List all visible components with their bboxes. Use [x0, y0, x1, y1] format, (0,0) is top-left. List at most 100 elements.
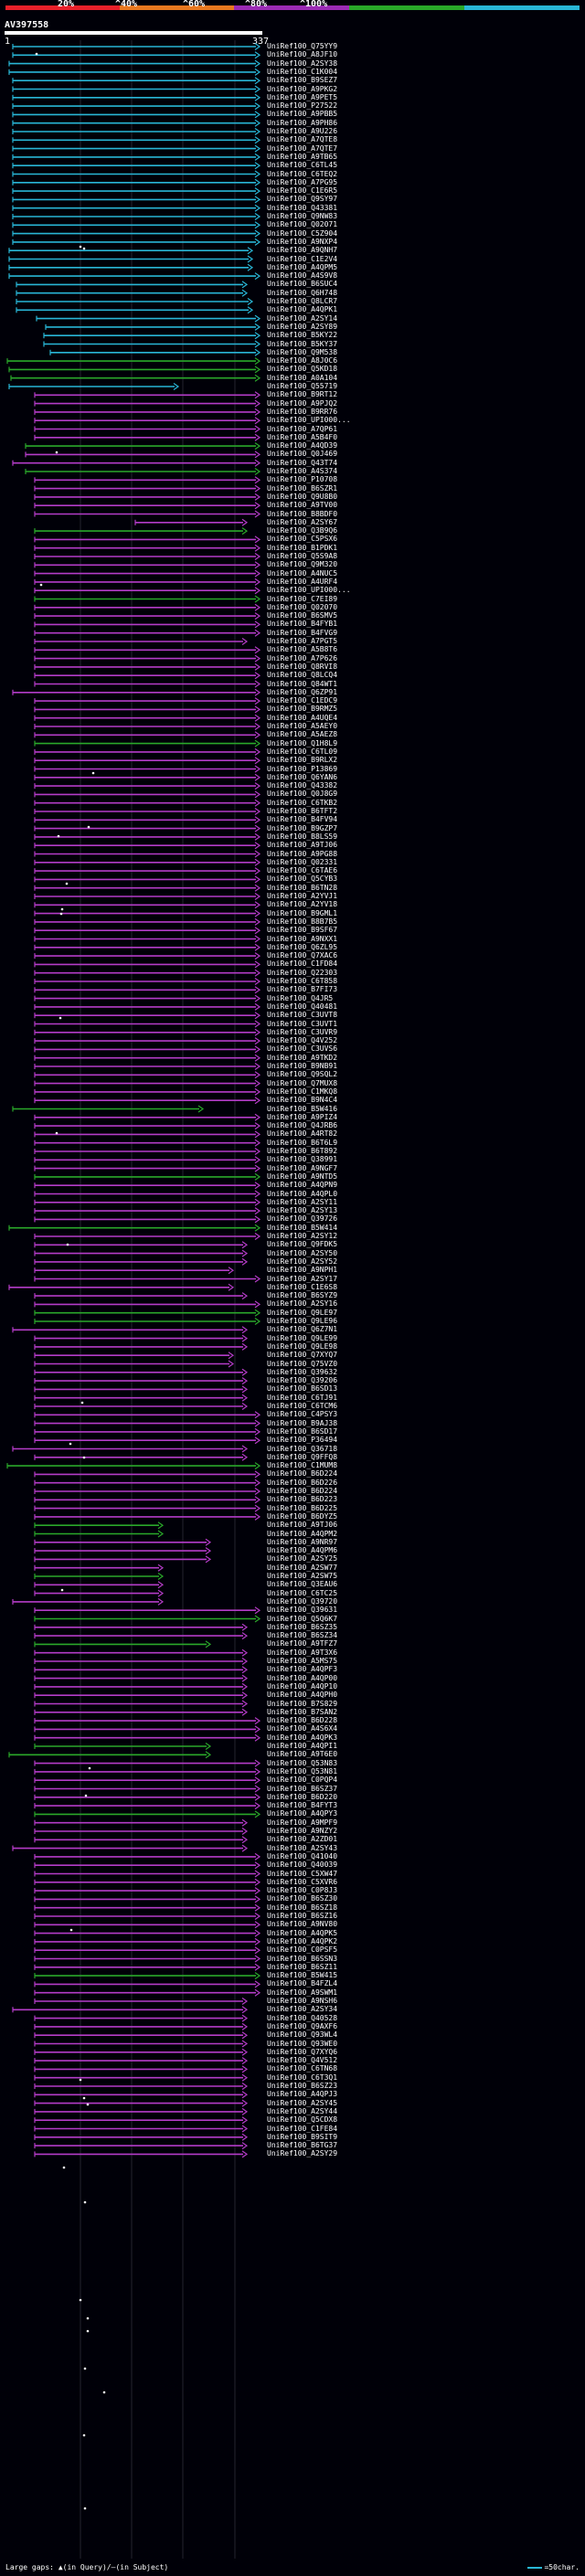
- hit-label[interactable]: UniRef100_C1FE84: [267, 2124, 338, 2133]
- hit-label[interactable]: UniRef100_B6TN28: [267, 883, 338, 892]
- hit-label[interactable]: UniRef100_A2SY52: [267, 1256, 338, 1266]
- hit-label[interactable]: UniRef100_Q6ZP91: [267, 687, 338, 696]
- hit-label[interactable]: UniRef100_B9GZP7: [267, 823, 338, 832]
- hit-label[interactable]: UniRef100_Q6Z7N1: [267, 1325, 338, 1334]
- hit-label[interactable]: UniRef100_A2SY38: [267, 58, 338, 68]
- hit-label[interactable]: UniRef100_P13869: [267, 764, 338, 773]
- hit-label[interactable]: UniRef100_Q38991: [267, 1155, 338, 1164]
- hit-label[interactable]: UniRef100_A2SY29: [267, 2149, 338, 2158]
- hit-label[interactable]: UniRef100_A9NPH1: [267, 1266, 338, 1275]
- hit-label[interactable]: UniRef100_B6D224: [267, 1487, 338, 1495]
- hit-label[interactable]: UniRef100_A2SY43: [267, 1843, 338, 1852]
- hit-label[interactable]: UniRef100_C3UVT8: [267, 1011, 338, 1020]
- hit-label[interactable]: UniRef100_Q9NW83: [267, 212, 338, 220]
- hit-label[interactable]: UniRef100_Q39720: [267, 1596, 338, 1606]
- hit-label[interactable]: UniRef100_C3UVT1: [267, 1019, 338, 1028]
- hit-label[interactable]: UniRef100_C6TAE6: [267, 866, 338, 875]
- hit-label[interactable]: UniRef100_B9RR76: [267, 407, 338, 416]
- hit-label[interactable]: UniRef100_A9TB65: [267, 152, 338, 161]
- hit-label[interactable]: UniRef100_A9NXX1: [267, 934, 338, 943]
- hit-label[interactable]: UniRef100_A2SY45: [267, 2098, 338, 2107]
- hit-label[interactable]: UniRef100_A2SW77: [267, 1563, 338, 1572]
- hit-label[interactable]: UniRef100_Q39631: [267, 1606, 338, 1615]
- hit-label[interactable]: UniRef100_A2SY12: [267, 1232, 338, 1240]
- hit-label[interactable]: UniRef100_B6TFT2: [267, 807, 338, 815]
- hit-label[interactable]: UniRef100_A4QPM5: [267, 262, 338, 271]
- hit-label[interactable]: UniRef100_Q9LE99: [267, 1333, 338, 1342]
- hit-label[interactable]: UniRef100_Q5S9A8: [267, 552, 338, 560]
- hit-label[interactable]: UniRef100_A5B8T6: [267, 645, 338, 654]
- hit-label[interactable]: UniRef100_C6TJ91: [267, 1393, 338, 1402]
- hit-label[interactable]: UniRef100_B9RT12: [267, 390, 338, 399]
- hit-label[interactable]: UniRef100_Q0J469: [267, 450, 338, 459]
- hit-label[interactable]: UniRef100_B6T6L9: [267, 1138, 338, 1147]
- hit-label[interactable]: UniRef100_A2SY16: [267, 1299, 338, 1309]
- hit-label[interactable]: UniRef100_A2SY50: [267, 1248, 338, 1257]
- hit-label[interactable]: UniRef100_Q7MUX8: [267, 1078, 338, 1087]
- hit-label[interactable]: UniRef100_Q9SY97: [267, 195, 338, 204]
- hit-label[interactable]: UniRef100_C6TN68: [267, 2064, 338, 2073]
- hit-label[interactable]: UniRef100_B6D226: [267, 1478, 338, 1487]
- hit-label[interactable]: UniRef100_A5AEZ8: [267, 730, 338, 739]
- hit-label[interactable]: UniRef100_Q9LE98: [267, 1341, 338, 1351]
- hit-label[interactable]: UniRef100_C6TL45: [267, 161, 338, 170]
- hit-label[interactable]: UniRef100_A4RT82: [267, 1129, 338, 1139]
- hit-label[interactable]: UniRef100_Q40039: [267, 1860, 338, 1870]
- hit-label[interactable]: UniRef100_B4FVG9: [267, 628, 338, 637]
- hit-label[interactable]: UniRef100_P36494: [267, 1436, 338, 1445]
- hit-label[interactable]: UniRef100_A2SW75: [267, 1572, 338, 1580]
- hit-label[interactable]: UniRef100_A9TKD2: [267, 1053, 338, 1062]
- hit-label[interactable]: UniRef100_A9PIZ4: [267, 1112, 338, 1121]
- hit-label[interactable]: UniRef100_C1K004: [267, 67, 338, 76]
- hit-label[interactable]: UniRef100_C0PSF5: [267, 1945, 338, 1955]
- hit-label[interactable]: UniRef100_A9PKG2: [267, 84, 338, 93]
- hit-label[interactable]: UniRef100_B6SD13: [267, 1384, 338, 1394]
- hit-label[interactable]: UniRef100_A9NXP4: [267, 237, 338, 246]
- hit-label[interactable]: UniRef100_Q3B9Q6: [267, 526, 338, 535]
- hit-label[interactable]: UniRef100_C7EI89: [267, 594, 338, 603]
- hit-label[interactable]: UniRef100_C1E6R5: [267, 186, 338, 196]
- hit-label[interactable]: UniRef100_A9NTD5: [267, 1171, 338, 1181]
- hit-label[interactable]: UniRef100_Q8LCR7: [267, 297, 338, 305]
- hit-label[interactable]: UniRef100_Q6H748: [267, 288, 338, 297]
- hit-label[interactable]: UniRef100_B8B7B5: [267, 917, 338, 926]
- hit-label[interactable]: UniRef100_A4S6X4: [267, 1724, 338, 1733]
- hit-label[interactable]: UniRef100_A4URF4: [267, 577, 338, 586]
- hit-label[interactable]: UniRef100_Q39632: [267, 1367, 338, 1376]
- hit-label[interactable]: UniRef100_B9SIT9: [267, 2132, 338, 2141]
- hit-label[interactable]: UniRef100_A0A104: [267, 373, 338, 382]
- hit-label[interactable]: UniRef100_A9MPF9: [267, 1818, 338, 1827]
- hit-label[interactable]: UniRef100_B6SZ35: [267, 1622, 338, 1631]
- hit-label[interactable]: UniRef100_P10708: [267, 475, 338, 484]
- hit-label[interactable]: UniRef100_A2YVJ1: [267, 892, 338, 900]
- hit-label[interactable]: UniRef100_C5PSX6: [267, 535, 338, 544]
- hit-label[interactable]: UniRef100_B4FZL4: [267, 1979, 338, 1988]
- hit-label[interactable]: UniRef100_Q55719: [267, 382, 338, 390]
- hit-label[interactable]: UniRef100_C3UVR9: [267, 1027, 338, 1036]
- hit-label[interactable]: UniRef100_Q4V252: [267, 1036, 338, 1045]
- hit-label[interactable]: UniRef100_B9RLX2: [267, 756, 338, 765]
- hit-label[interactable]: UniRef100_Q7XYQ7: [267, 1351, 338, 1360]
- hit-label[interactable]: UniRef100_Q9AXF6: [267, 2021, 338, 2030]
- hit-label[interactable]: UniRef100_B9N4C4: [267, 1096, 338, 1105]
- hit-label[interactable]: UniRef100_B5W414: [267, 1223, 338, 1232]
- hit-label[interactable]: UniRef100_B9GML1: [267, 908, 338, 917]
- hit-label[interactable]: UniRef100_Q84WT1: [267, 679, 338, 688]
- hit-label[interactable]: UniRef100_Q53N83: [267, 1758, 338, 1767]
- hit-label[interactable]: UniRef100_Q9M320: [267, 560, 338, 569]
- hit-label[interactable]: UniRef100_A4QPL0: [267, 1189, 338, 1198]
- hit-label[interactable]: UniRef100_B5KY22: [267, 331, 338, 340]
- hit-label[interactable]: UniRef100_A9TJ06: [267, 1521, 338, 1530]
- hit-label[interactable]: UniRef100_B5KY37: [267, 339, 338, 348]
- hit-label[interactable]: UniRef100_B7SAN2: [267, 1707, 338, 1716]
- hit-label[interactable]: UniRef100_A9T3X6: [267, 1648, 338, 1657]
- hit-label[interactable]: UniRef100_Q75VZ0: [267, 1359, 338, 1368]
- hit-label[interactable]: UniRef100_Q0J8G9: [267, 790, 338, 799]
- hit-label[interactable]: UniRef100_A8J0C6: [267, 356, 338, 366]
- hit-label[interactable]: UniRef100_Q39206: [267, 1376, 338, 1385]
- hit-label[interactable]: UniRef100_P27522: [267, 101, 338, 111]
- hit-label[interactable]: UniRef100_B6D224: [267, 1469, 338, 1479]
- hit-label[interactable]: UniRef100_B6D225: [267, 1503, 338, 1512]
- hit-label[interactable]: UniRef100_B9AJ38: [267, 1418, 338, 1427]
- hit-label[interactable]: UniRef100_A8JF10: [267, 50, 338, 59]
